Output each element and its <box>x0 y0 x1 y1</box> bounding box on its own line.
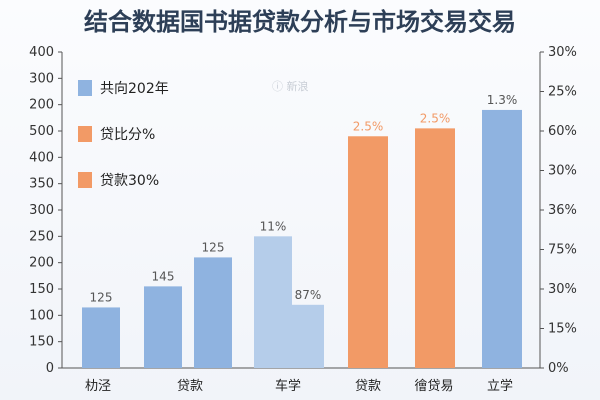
watermark: ⓘ 新浪 <box>272 79 309 93</box>
bar-value-label: 1.3% <box>487 93 518 107</box>
bar <box>194 257 232 368</box>
bar-value-label: 87% <box>295 288 322 302</box>
y-left-tick-label: 150 <box>29 282 54 297</box>
y-right-tick-label: 25% <box>548 85 577 100</box>
y-left-tick-label: 300 <box>29 71 54 86</box>
bar <box>292 304 324 368</box>
y-right-tick-label: 15% <box>548 322 577 337</box>
x-category-label: 徻贷易 <box>414 378 453 394</box>
y-right-tick-label: 30% <box>548 45 577 60</box>
bar-value-label: 11% <box>260 219 287 233</box>
y-left-tick-label: 0 <box>46 361 54 376</box>
bar <box>348 136 388 368</box>
legend-label: 贷比分% <box>100 127 155 143</box>
y-left-tick-label: 200 <box>29 98 54 113</box>
legend-swatch <box>78 126 92 142</box>
y-right-tick-label: 60% <box>548 124 577 139</box>
x-category-label: 车学 <box>275 378 301 394</box>
y-left-tick-label: 150 <box>29 335 54 350</box>
y-right-tick-label: 30% <box>548 164 577 179</box>
y-left-tick-label: 500 <box>29 124 54 139</box>
y-left-tick-label: 100 <box>29 308 54 323</box>
x-category-label: 立学 <box>487 378 513 394</box>
legend-label: 贷款30% <box>100 173 159 189</box>
bar <box>415 128 455 368</box>
y-left-tick-label: 400 <box>29 45 54 60</box>
y-left-tick-label: 300 <box>29 203 54 218</box>
bar <box>254 236 292 368</box>
y-right-tick-label: 75% <box>548 243 577 258</box>
x-category-label: 朸泾 <box>85 379 111 394</box>
bar-value-label: 145 <box>152 269 175 283</box>
bar-value-label: 125 <box>90 290 113 304</box>
legend-label: 共向202年 <box>100 81 169 97</box>
bar <box>82 307 120 368</box>
bar-value-label: 2.5% <box>353 119 384 133</box>
bar-value-label: 2.5% <box>420 111 451 125</box>
x-category-label: 贷款 <box>177 379 203 394</box>
y-right-tick-label: 30% <box>548 282 577 297</box>
legend-swatch <box>78 80 92 96</box>
bar-value-label: 125 <box>202 240 225 254</box>
x-category-label: 贷款 <box>355 379 381 394</box>
bar <box>482 109 522 368</box>
bar <box>144 286 182 368</box>
y-right-tick-label: 36% <box>548 203 577 218</box>
y-left-tick-label: 200 <box>29 256 54 271</box>
y-left-tick-label: 350 <box>29 177 54 192</box>
chart-title: 结合数据国书据贷款分析与市场交易交易 <box>84 8 516 36</box>
y-left-tick-label: 250 <box>29 229 54 244</box>
y-right-tick-label: 0% <box>548 361 569 376</box>
legend-swatch <box>78 172 92 188</box>
y-left-tick-label: 400 <box>29 150 54 165</box>
